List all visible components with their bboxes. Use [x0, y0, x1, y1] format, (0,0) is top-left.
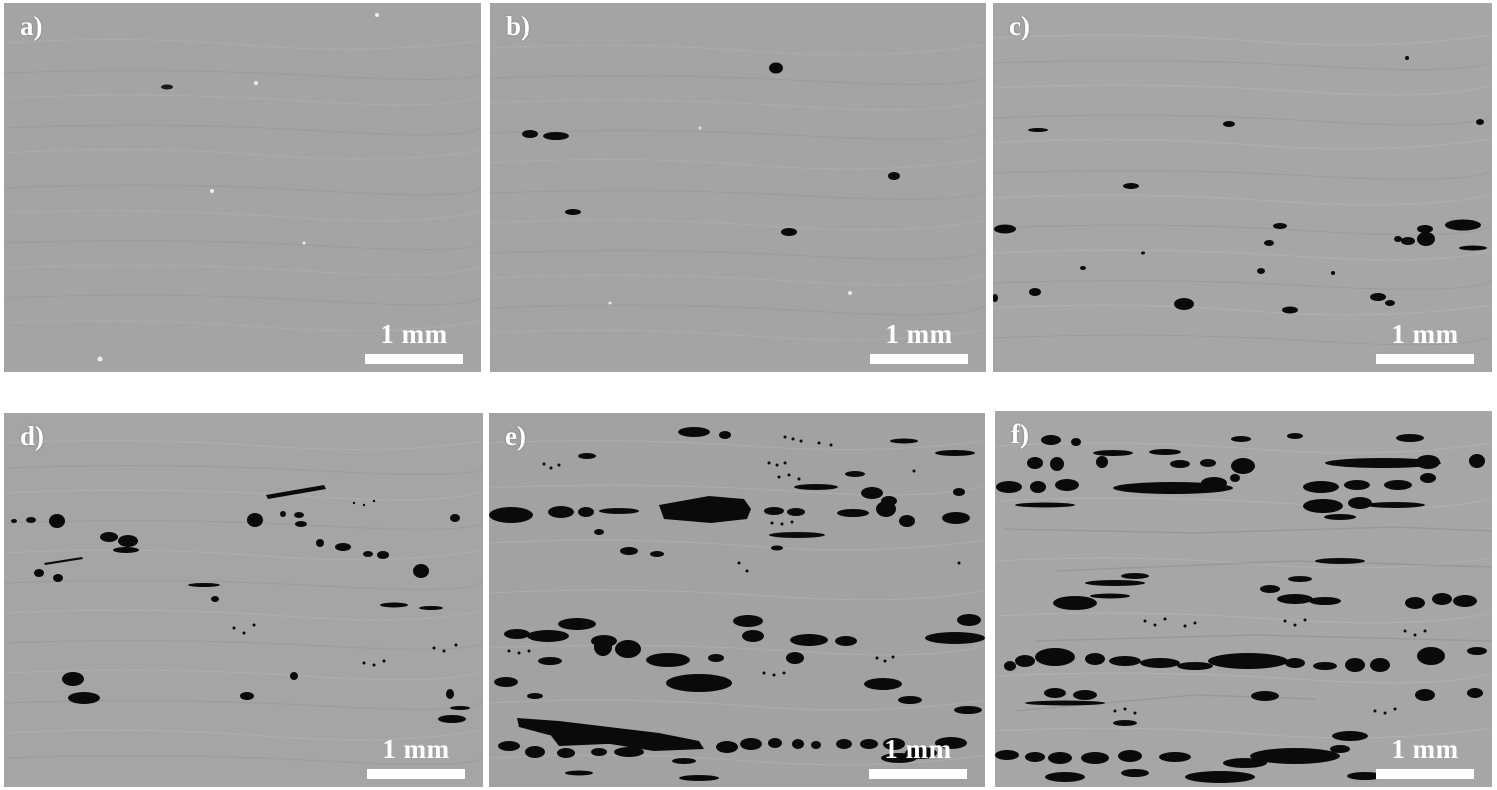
panel-label-d: d): [20, 421, 45, 451]
micrograph-panel-f: f) 1 mm: [995, 411, 1492, 787]
scale-line-d: [367, 769, 465, 779]
scale-bar-a: 1 mm: [365, 321, 463, 364]
scale-label-d: 1 mm: [382, 734, 450, 764]
micrograph-image-e: [489, 413, 985, 787]
scale-bar-f: 1 mm: [1376, 736, 1474, 779]
scale-label-e: 1 mm: [884, 734, 952, 764]
scale-bar-e: 1 mm: [869, 736, 967, 779]
micrograph-panel-a: a) 1 mm: [4, 3, 481, 372]
micrograph-panel-c: c) 1 mm: [993, 3, 1492, 372]
micrograph-image-f: [995, 411, 1492, 787]
micrograph-panel-e: e) 1 mm: [489, 413, 985, 787]
scale-bar-d: 1 mm: [367, 736, 465, 779]
micrograph-image-b: [490, 3, 986, 372]
panel-label-f: f): [1011, 419, 1029, 449]
scale-bar-c: 1 mm: [1376, 321, 1474, 364]
scale-bar-b: 1 mm: [870, 321, 968, 364]
scale-label-c: 1 mm: [1391, 319, 1459, 349]
scale-line-c: [1376, 354, 1474, 364]
micrograph-image-d: [4, 413, 483, 787]
scale-label-f: 1 mm: [1391, 734, 1459, 764]
panel-label-b: b): [506, 11, 531, 41]
micrograph-panel-d: d) 1 mm: [4, 413, 483, 787]
panel-label-e: e): [505, 421, 526, 451]
panel-label-a: a): [20, 11, 43, 41]
scale-line-b: [870, 354, 968, 364]
scale-line-f: [1376, 769, 1474, 779]
scale-line-e: [869, 769, 967, 779]
scale-label-a: 1 mm: [380, 319, 448, 349]
scale-label-b: 1 mm: [885, 319, 953, 349]
micrograph-panel-b: b) 1 mm: [490, 3, 986, 372]
micrograph-image-c: [993, 3, 1492, 372]
panel-label-c: c): [1009, 11, 1030, 41]
micrograph-image-a: [4, 3, 481, 372]
scale-line-a: [365, 354, 463, 364]
